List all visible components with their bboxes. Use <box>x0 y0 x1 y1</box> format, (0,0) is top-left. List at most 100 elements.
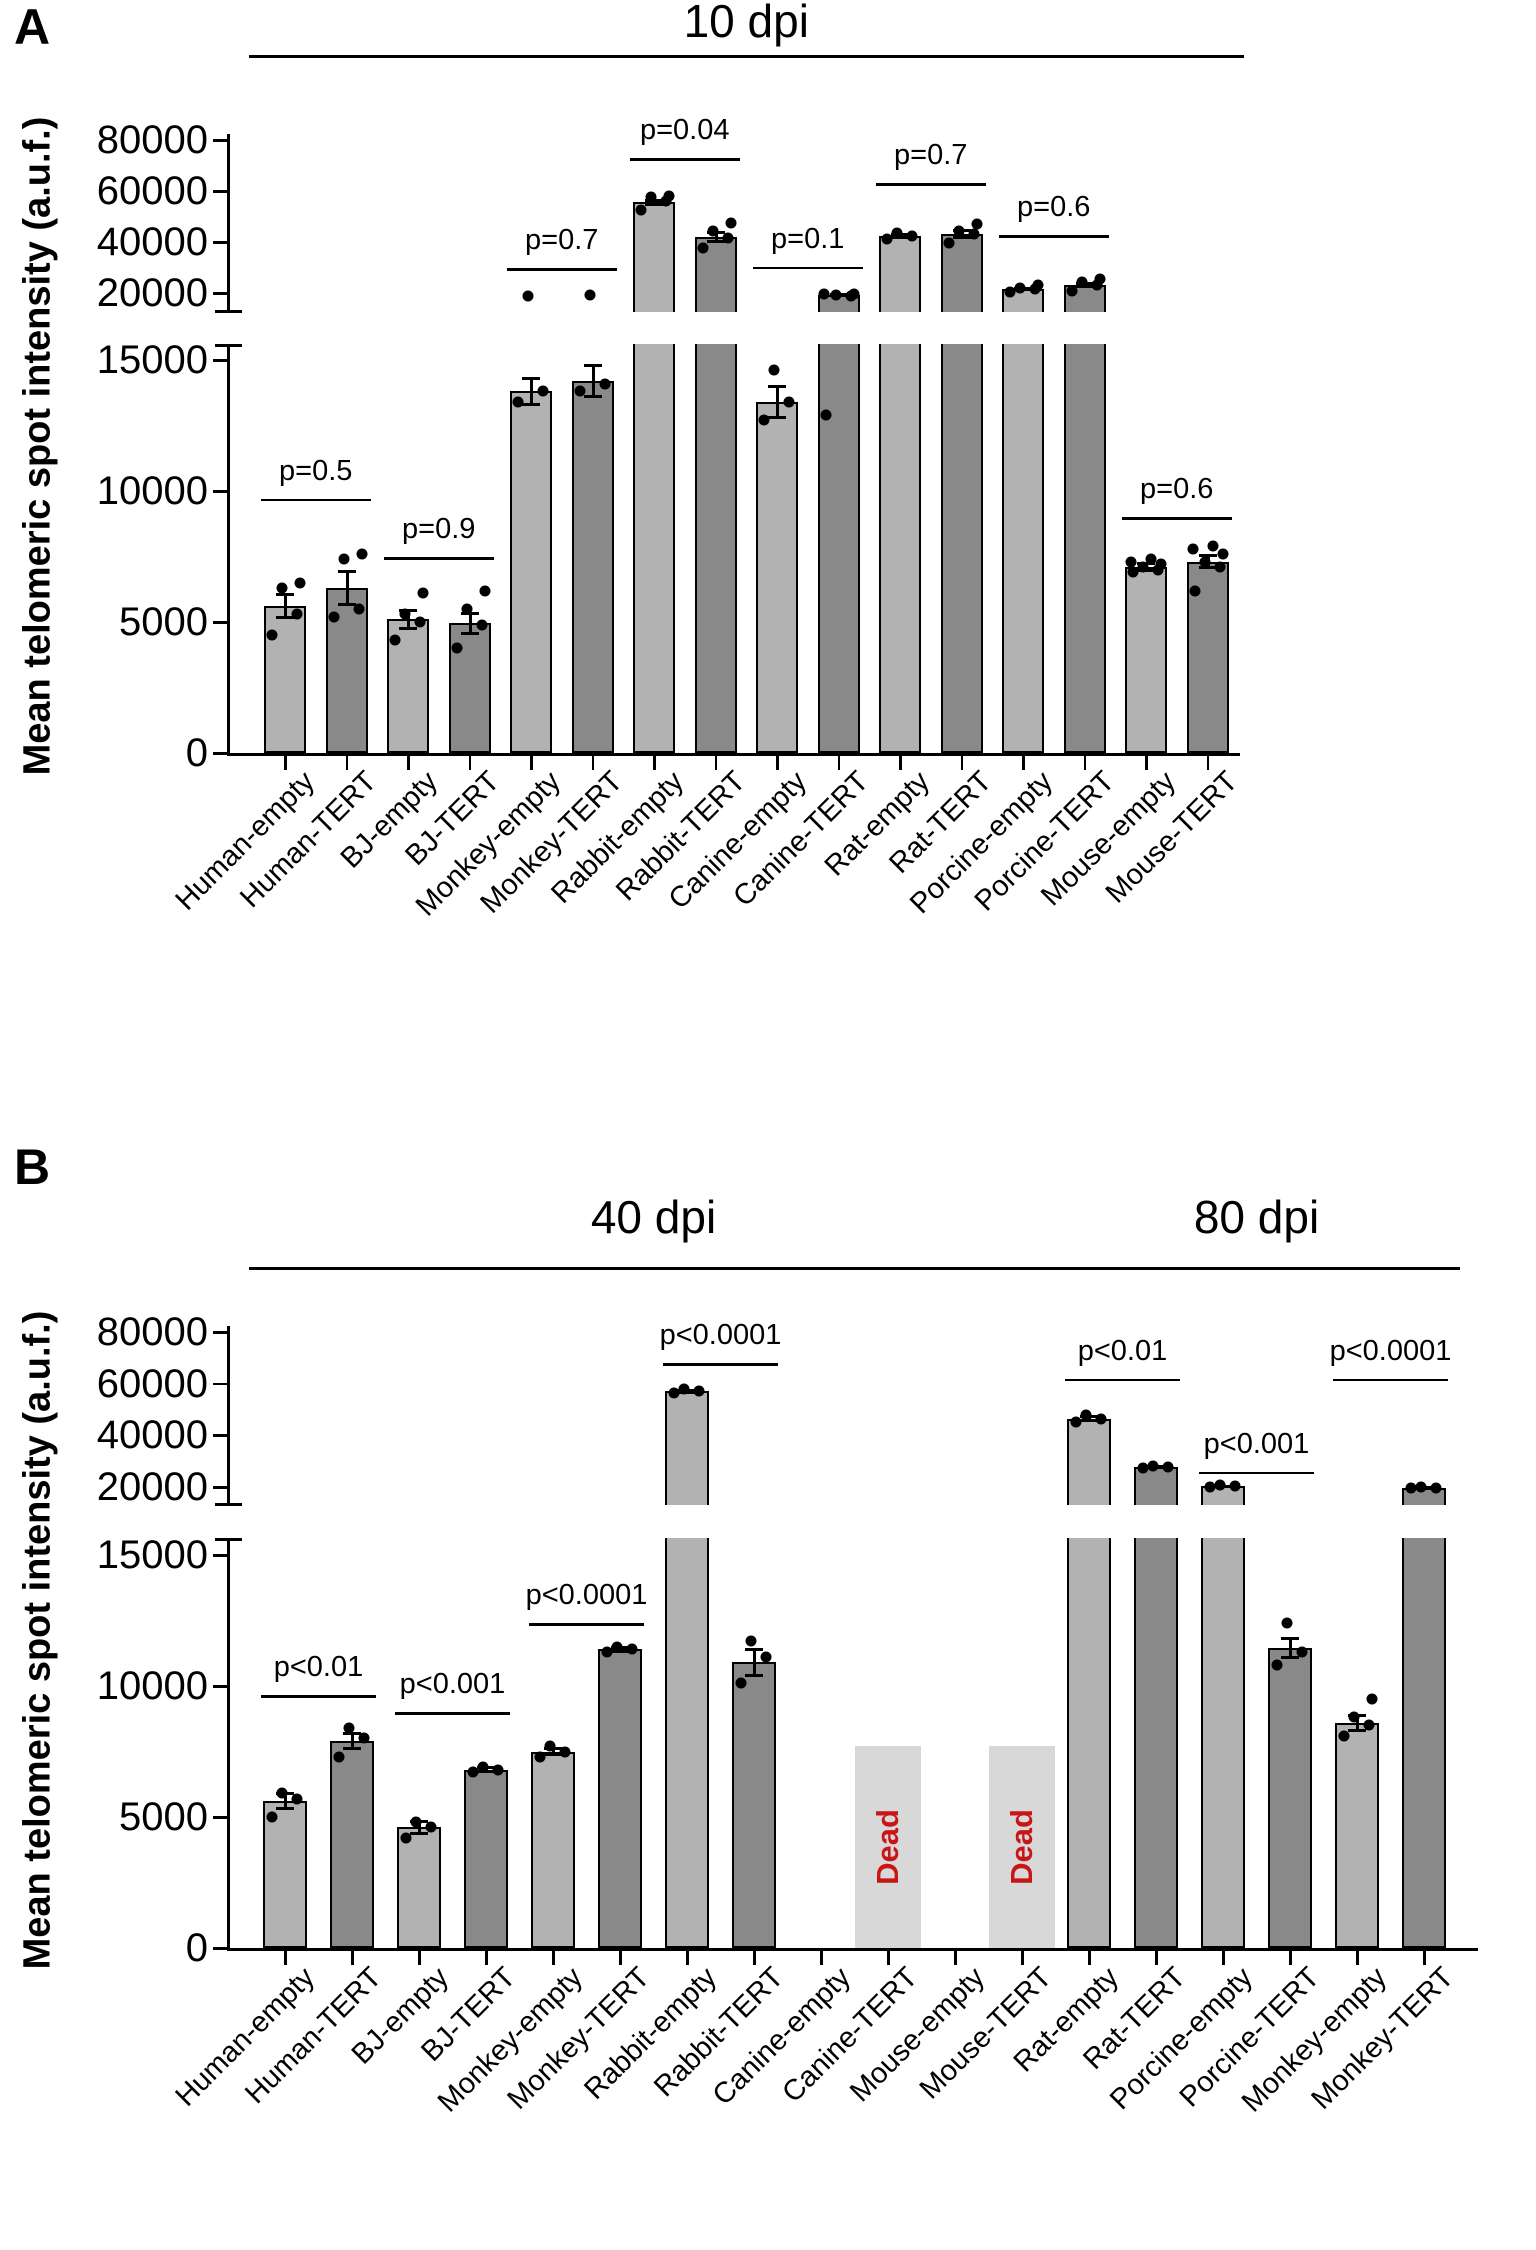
y-tick-mark <box>213 292 227 295</box>
y-tick-mark <box>213 1816 227 1819</box>
x-axis-line <box>227 1948 1478 1951</box>
data-point-dot <box>328 611 339 623</box>
error-bar <box>284 1793 287 1810</box>
error-bar-cap <box>522 402 540 406</box>
data-point-dot <box>818 288 829 300</box>
data-point-dot <box>953 225 964 237</box>
data-point-dot <box>1271 1659 1283 1671</box>
data-point-dot <box>476 619 487 631</box>
data-point-dot <box>417 587 429 599</box>
error-bar-cap <box>337 569 356 573</box>
x-tick-mark <box>1356 1951 1359 1965</box>
data-point-dot <box>968 228 979 240</box>
error-bar-cap <box>477 1770 495 1774</box>
data-point-dot <box>1229 1480 1241 1492</box>
error-bar-cap <box>337 602 356 606</box>
y-axis-upper-segment <box>227 1326 230 1505</box>
data-point-dot <box>1207 540 1218 552</box>
x-tick-mark <box>468 756 471 770</box>
data-point-dot <box>294 577 306 589</box>
data-point-dot <box>745 1635 757 1647</box>
data-point-dot <box>492 1764 504 1776</box>
data-point-dot <box>338 553 349 565</box>
data-point-dot <box>389 634 401 646</box>
data-point-dot <box>1137 561 1149 573</box>
group-header-label: 10 dpi <box>683 0 809 47</box>
x-tick-mark <box>837 756 840 770</box>
x-tick-mark <box>284 1951 287 1965</box>
bar-rat-tert <box>940 344 983 753</box>
x-tick-mark <box>591 756 594 770</box>
y-tick-label: 60000 <box>96 169 208 213</box>
data-point-dot <box>1127 566 1139 578</box>
error-bar <box>530 378 533 405</box>
bar-monkey-tert <box>571 380 614 753</box>
data-point-dot <box>758 414 770 426</box>
data-point-dot <box>1189 585 1200 597</box>
dead-bar-label: Dead <box>870 1809 905 1886</box>
y-tick-label: 60000 <box>96 1361 208 1406</box>
bar-human-empty <box>263 1801 307 1948</box>
error-bar <box>351 1733 354 1749</box>
data-point-dot <box>1032 279 1044 291</box>
bar-rabbit-empty <box>665 1538 709 1948</box>
panel-a-y-axis-title: Mean telomeric spot intensity (a.u.f.) <box>16 116 59 776</box>
pvalue-bracket-line <box>1065 1378 1180 1381</box>
error-bar-cap <box>583 394 602 398</box>
pvalue-label: p=0.6 <box>1140 473 1214 506</box>
error-bar-cap <box>706 240 725 243</box>
y-axis-lower-segment <box>227 344 230 753</box>
error-bar <box>284 594 287 619</box>
data-point-dot <box>1214 1479 1226 1491</box>
x-tick-mark <box>1083 756 1086 770</box>
data-point-dot <box>1162 1461 1174 1473</box>
data-point-dot <box>1281 1617 1293 1629</box>
error-bar-cap <box>768 385 786 389</box>
pvalue-label: p<0.0001 <box>1329 1334 1452 1367</box>
error-bar-cap <box>768 415 786 419</box>
x-tick-mark <box>485 1951 488 1965</box>
error-bar-cap <box>1080 1419 1098 1423</box>
data-point-dot <box>1066 285 1077 297</box>
data-point-dot <box>1095 1413 1107 1425</box>
x-tick-mark <box>418 1951 421 1965</box>
data-point-dot <box>461 603 472 615</box>
pvalue-bracket-line <box>753 266 863 270</box>
bar-canine-empty <box>756 401 798 753</box>
error-bar-cap <box>745 1673 763 1677</box>
group-header-line <box>1053 1267 1460 1270</box>
bar-canine-tert <box>817 344 860 753</box>
dead-bar-label: Dead <box>1004 1809 1039 1886</box>
data-point-dot <box>276 582 288 594</box>
pvalue-bracket-line <box>384 557 494 560</box>
x-tick-mark <box>351 1951 354 1965</box>
data-point-dot <box>830 289 841 301</box>
x-tick-mark <box>619 1951 622 1965</box>
pvalue-label: p<0.001 <box>399 1668 506 1701</box>
pvalue-bracket-line <box>1122 517 1232 520</box>
x-tick-mark <box>954 1951 957 1965</box>
error-bar-cap <box>1348 1728 1366 1732</box>
pvalue-bracket-line <box>663 1363 778 1366</box>
bar-human-empty <box>264 606 306 753</box>
error-bar-cap <box>276 1807 294 1811</box>
y-tick-mark <box>213 241 227 244</box>
bar-top-rat-empty <box>1067 1418 1111 1505</box>
data-point-dot <box>1094 273 1105 285</box>
x-tick-mark <box>1145 756 1148 770</box>
error-bar-cap <box>544 1753 562 1757</box>
pvalue-label: p=0.9 <box>402 513 476 546</box>
data-point-dot <box>1199 556 1210 568</box>
pvalue-label: p<0.001 <box>1203 1427 1310 1460</box>
error-bar-cap <box>343 1746 361 1750</box>
bar-rabbit-tert <box>732 1662 776 1948</box>
error-bar-cap <box>952 236 971 240</box>
x-tick-mark <box>686 1951 689 1965</box>
bar-rat-empty <box>1067 1538 1111 1948</box>
error-bar <box>552 1747 555 1756</box>
panel-b-y-axis-title: Mean telomeric spot intensity (a.u.f.) <box>16 1310 59 1970</box>
data-point-dot <box>584 289 595 301</box>
data-point-dot <box>848 288 859 300</box>
data-point-dot <box>906 230 918 242</box>
data-point-dot <box>881 233 893 245</box>
